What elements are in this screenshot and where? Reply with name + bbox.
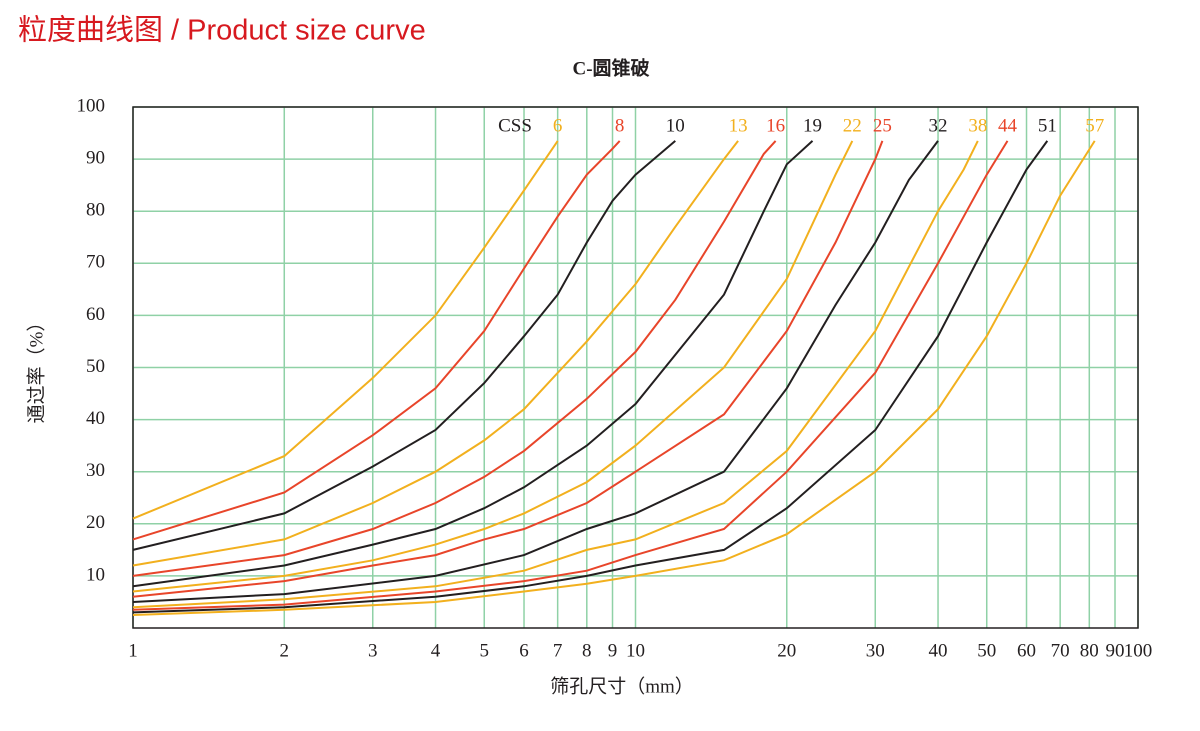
y-tick-label: 60	[86, 304, 105, 325]
curve	[132, 140, 884, 598]
x-tick-label: 70	[1051, 640, 1070, 661]
y-tick-label: 20	[86, 512, 105, 533]
x-tick-label: 1	[128, 640, 138, 661]
x-axis-label: 筛孔尺寸（mm）	[550, 675, 694, 697]
legend-label: 10	[666, 115, 685, 136]
x-tick-label: 30	[866, 640, 885, 661]
x-tick-label: 90	[1106, 640, 1125, 661]
x-tick-label: 8	[582, 640, 592, 661]
curve	[132, 140, 1009, 611]
x-tick-label: 4	[431, 640, 441, 661]
legend-label: 32	[929, 115, 948, 136]
legend-label: 19	[803, 115, 822, 136]
curve	[132, 140, 1096, 616]
curve	[132, 140, 939, 603]
x-tick-label: 50	[977, 640, 996, 661]
curve	[132, 140, 1049, 614]
curve	[132, 140, 739, 567]
legend-label: 57	[1085, 115, 1104, 136]
y-axis-label: 通过率（%）	[25, 313, 47, 424]
legend-label: 25	[873, 115, 892, 136]
legend-label: 38	[968, 115, 987, 136]
x-tick-label: 40	[929, 640, 948, 661]
legend-label: 13	[729, 115, 748, 136]
curve	[132, 140, 559, 520]
legend-label: 44	[998, 115, 1018, 136]
legend-label: 51	[1038, 115, 1057, 136]
y-tick-label: 70	[86, 252, 105, 273]
x-tick-label: 6	[519, 640, 529, 661]
page-title: 粒度曲线图 / Product size curve	[18, 14, 426, 47]
y-tick-label: 30	[86, 460, 105, 481]
x-tick-label: 20	[777, 640, 796, 661]
y-tick-label: 90	[86, 147, 105, 168]
y-tick-label: 80	[86, 200, 105, 221]
legend-label: 6	[553, 115, 563, 136]
x-tick-label: 80	[1080, 640, 1099, 661]
y-tick-label: 50	[86, 356, 105, 377]
y-tick-label: 40	[86, 408, 105, 429]
x-tick-label: 60	[1017, 640, 1036, 661]
curve	[132, 140, 777, 577]
legend-label: 16	[766, 115, 785, 136]
legend-label: 8	[615, 115, 625, 136]
x-tick-label: 2	[280, 640, 290, 661]
x-tick-label: 7	[553, 640, 563, 661]
x-tick-label: 3	[368, 640, 378, 661]
curve	[132, 140, 979, 609]
curve	[132, 140, 854, 593]
y-tick-label: 10	[86, 564, 105, 585]
curve	[132, 140, 676, 551]
x-tick-label: 100	[1124, 640, 1153, 661]
curve	[132, 140, 814, 588]
y-tick-label: 100	[77, 95, 106, 116]
x-tick-label: 5	[479, 640, 489, 661]
curve	[132, 140, 621, 541]
plot-border	[132, 106, 1139, 629]
legend-label: 22	[843, 115, 862, 136]
x-tick-label: 10	[626, 640, 645, 661]
x-tick-label: 9	[608, 640, 618, 661]
chart-title: C-圆锥破	[572, 56, 649, 79]
legend-title: CSS	[498, 115, 532, 136]
